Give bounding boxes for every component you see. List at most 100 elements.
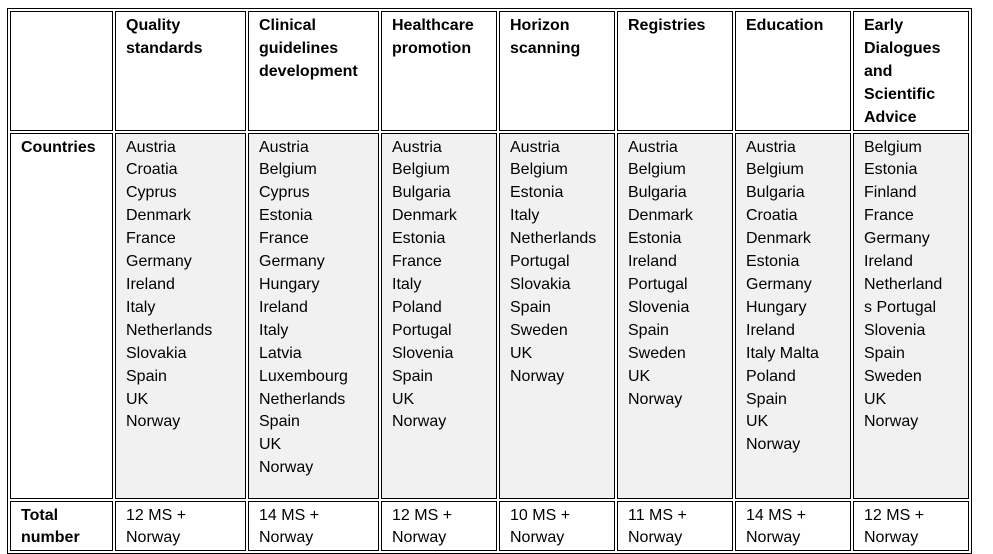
country-item: Hungary xyxy=(746,298,807,316)
total-line: 12 MS + xyxy=(126,506,187,524)
country-item: Norway xyxy=(864,413,919,431)
country-item: Sweden xyxy=(510,321,568,339)
country-item: France xyxy=(126,230,176,248)
countries-row: Countries Austria Croatia Cyprus Denmark Fra… xyxy=(10,132,969,499)
total-line: Norway xyxy=(746,529,801,547)
country-item: Austria xyxy=(259,138,309,156)
corner-cell xyxy=(10,11,113,131)
country-item: Belgium xyxy=(628,161,686,179)
total-line: 11 MS + xyxy=(628,506,687,524)
countries-table: Quality standards Clinical guidelines de… xyxy=(7,8,972,554)
country-item: France xyxy=(259,230,309,248)
country-item: Luxembourg xyxy=(259,367,348,385)
country-item: Ireland xyxy=(126,275,175,293)
country-item: Netherlands xyxy=(259,390,346,408)
country-item: Netherlands xyxy=(510,230,597,248)
country-list: Austria Belgium Estonia Italy Netherlands Por… xyxy=(499,132,615,499)
country-item: Portugal xyxy=(392,321,452,339)
country-item: Denmark xyxy=(628,207,693,225)
country-item: Spain xyxy=(746,390,787,408)
total-line: 12 MS + xyxy=(392,506,453,524)
total-line: Norway xyxy=(864,529,919,547)
country-item: Slovenia xyxy=(628,298,690,316)
country-item: UK xyxy=(864,390,887,408)
country-item: Cyprus xyxy=(126,184,177,202)
country-item: Belgium xyxy=(746,161,804,179)
country-list: Austria Croatia Cyprus Denmark France Germany… xyxy=(115,132,246,499)
country-item: Belgium xyxy=(510,161,568,179)
country-item: s Portugal xyxy=(864,298,937,316)
country-item: Norway xyxy=(628,390,683,408)
country-item: Denmark xyxy=(392,207,457,225)
total-cell: 11 MS + Norway xyxy=(617,500,733,552)
total-line: Norway xyxy=(510,529,565,547)
header-row: Quality standards Clinical guidelines de… xyxy=(10,11,969,131)
country-item: Spain xyxy=(126,367,167,385)
country-item: Norway xyxy=(392,413,447,431)
country-item: Italy xyxy=(259,321,289,339)
country-item: Ireland xyxy=(746,321,795,339)
country-item: Hungary xyxy=(259,275,320,293)
total-line: 14 MS + xyxy=(746,506,807,524)
country-item: Estonia xyxy=(392,230,446,248)
country-item: Latvia xyxy=(259,344,302,362)
country-item: Poland xyxy=(746,367,796,385)
total-line: Norway xyxy=(126,529,181,547)
country-item: Austria xyxy=(126,138,176,156)
total-cell: 12 MS + Norway xyxy=(381,500,497,552)
country-item: UK xyxy=(259,436,282,454)
total-line: 14 MS + xyxy=(259,506,320,524)
header-healthcare-promotion: Healthcare promotion xyxy=(381,11,497,131)
country-item: Norway xyxy=(126,413,181,431)
country-item: Italy xyxy=(126,298,156,316)
country-item: Sweden xyxy=(628,344,686,362)
total-cell: 14 MS + Norway xyxy=(248,500,379,552)
country-item: Estonia xyxy=(259,207,313,225)
country-item: Austria xyxy=(392,138,442,156)
country-item: France xyxy=(392,253,442,271)
totals-row: Total number 12 MS + Norway 14 MS + Norway… xyxy=(10,500,969,552)
country-item: Netherlands xyxy=(126,321,213,339)
country-item: Spain xyxy=(510,298,551,316)
total-cell: 12 MS + Norway xyxy=(115,500,246,552)
total-cell: 10 MS + Norway xyxy=(499,500,615,552)
country-item: Croatia xyxy=(746,207,798,225)
country-list: Austria Belgium Bulgaria Denmark Estonia Fran… xyxy=(381,132,497,499)
country-item: Estonia xyxy=(746,253,800,271)
country-item: Estonia xyxy=(510,184,564,202)
country-item: Austria xyxy=(746,138,796,156)
country-item: Portugal xyxy=(628,275,688,293)
country-item: Germany xyxy=(126,253,192,271)
total-line: 10 MS + xyxy=(510,506,571,524)
total-line: Norway xyxy=(392,529,447,547)
country-item: Belgium xyxy=(392,161,450,179)
country-list: Austria Belgium Bulgaria Croatia Denmark Esto… xyxy=(735,132,851,499)
total-line: Norway xyxy=(259,529,314,547)
country-item: Germany xyxy=(864,230,930,248)
country-item: Cyprus xyxy=(259,184,310,202)
country-item: Netherland xyxy=(864,275,943,293)
country-item: Sweden xyxy=(864,367,922,385)
country-item: Estonia xyxy=(628,230,682,248)
country-item: Denmark xyxy=(126,207,191,225)
header-registries: Registries xyxy=(617,11,733,131)
country-item: Ireland xyxy=(259,298,308,316)
country-item: UK xyxy=(126,390,149,408)
country-item: UK xyxy=(510,344,533,362)
country-item: Poland xyxy=(392,298,442,316)
row-label-total: Total number xyxy=(10,500,113,552)
country-item: Slovakia xyxy=(126,344,187,362)
country-item: Estonia xyxy=(864,161,918,179)
country-item: Italy xyxy=(392,275,422,293)
country-item: Belgium xyxy=(864,138,922,156)
country-item: Denmark xyxy=(746,230,811,248)
country-item: Bulgaria xyxy=(746,184,805,202)
country-item: Austria xyxy=(510,138,560,156)
country-item: UK xyxy=(746,413,769,431)
country-list: Austria Belgium Bulgaria Denmark Estonia Irel… xyxy=(617,132,733,499)
country-item: Slovenia xyxy=(864,321,926,339)
header-early-dialogues: Early Dialogues and Scientific Advice xyxy=(853,11,969,131)
country-item: Norway xyxy=(259,459,314,477)
country-item: Norway xyxy=(746,436,801,454)
country-item: Spain xyxy=(259,413,300,431)
